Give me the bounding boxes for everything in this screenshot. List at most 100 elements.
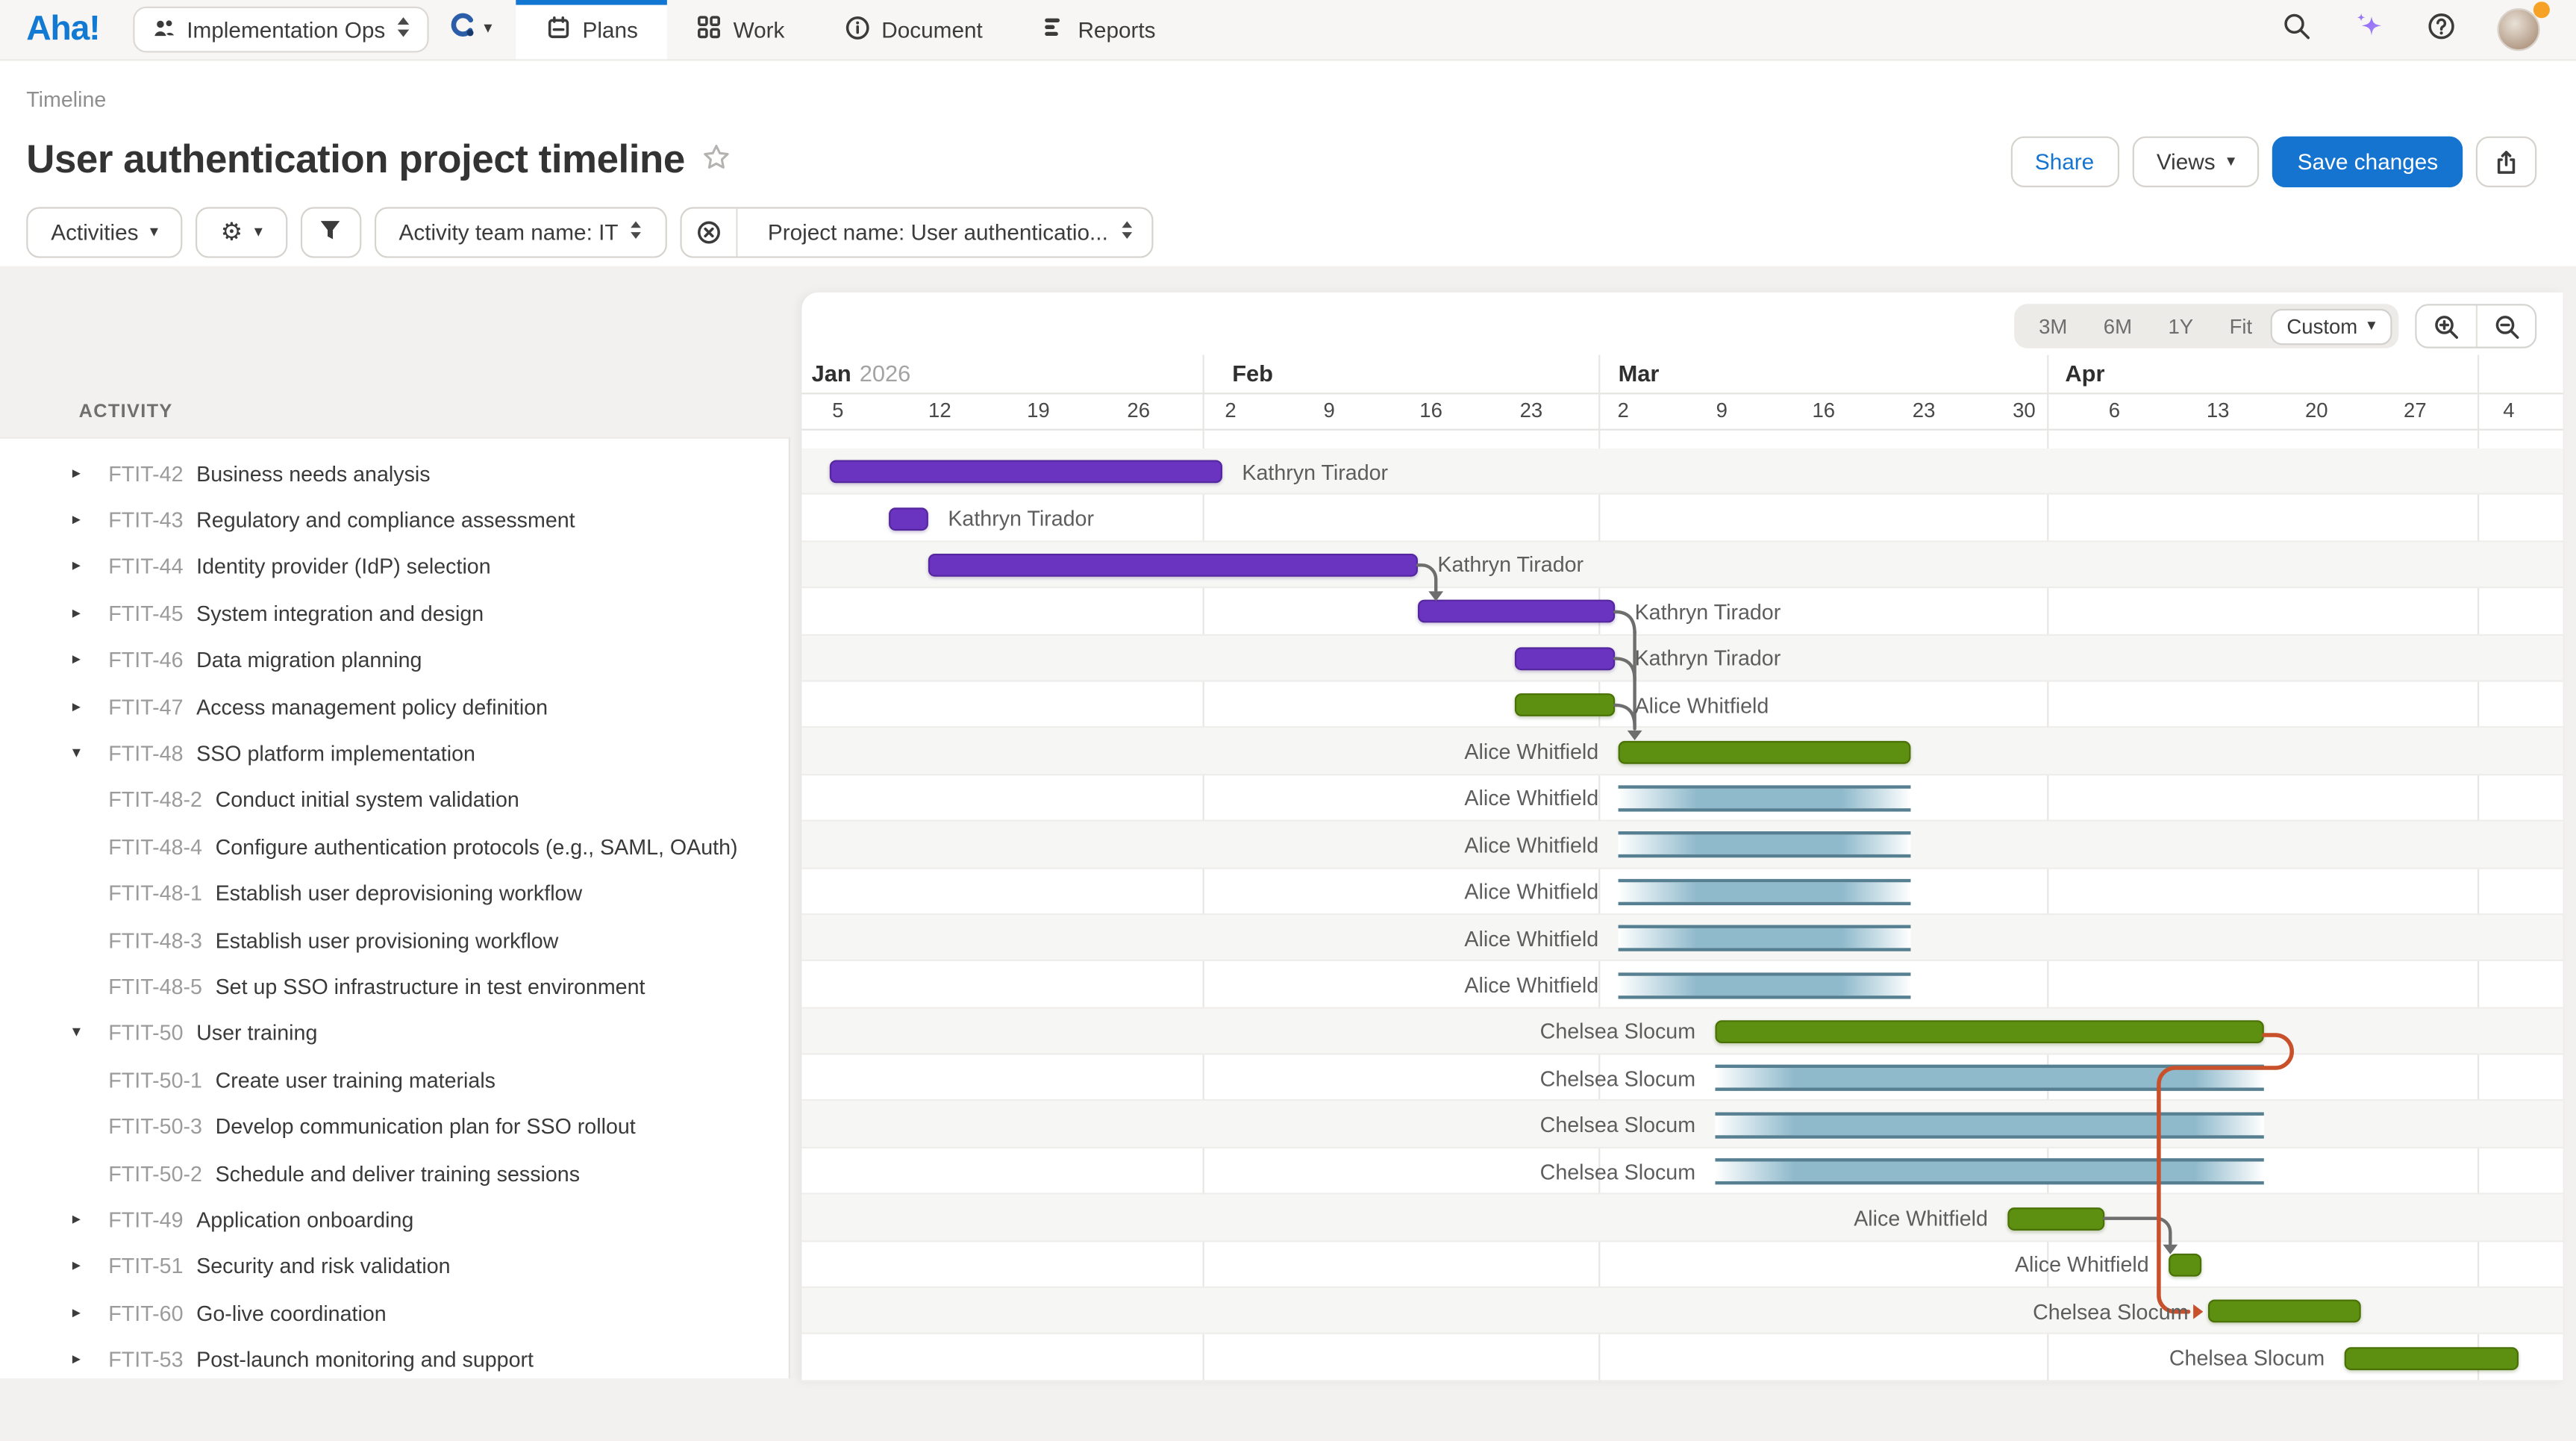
activity-row[interactable]: FTIT-50-3 Develop communication plan for …	[0, 1103, 789, 1150]
gantt-bar[interactable]	[928, 553, 1418, 577]
chevron-down-icon: ▾	[2227, 151, 2236, 170]
chevron-down-icon: ▾	[2367, 316, 2376, 335]
info-circle-icon	[844, 14, 870, 46]
save-changes-button[interactable]: Save changes	[2272, 136, 2463, 187]
gantt-bar[interactable]	[1618, 740, 1911, 763]
caret-expanded-icon[interactable]: ▾	[72, 1024, 81, 1043]
range-preset-group: 3M 6M 1Y Fit Custom ▾	[2014, 304, 2399, 348]
assignee-label: Alice Whitfield	[1464, 739, 1599, 764]
team-filter-chip[interactable]: Activity team name: IT	[374, 207, 668, 258]
gantt-bar[interactable]	[1618, 972, 1911, 998]
caret-collapsed-icon[interactable]: ▸	[72, 1304, 81, 1322]
help-icon[interactable]	[2427, 10, 2457, 49]
zoom-out-button[interactable]	[2475, 305, 2535, 347]
activity-id: FTIT-48-4	[108, 834, 202, 860]
gantt-bar[interactable]	[2344, 1346, 2519, 1370]
activity-row[interactable]: FTIT-50-1 Create user training materials	[0, 1057, 789, 1104]
caret-collapsed-icon[interactable]: ▸	[72, 557, 81, 576]
search-icon[interactable]	[2282, 10, 2312, 49]
activity-id: FTIT-48-2	[108, 787, 202, 813]
filter-button[interactable]	[300, 207, 361, 258]
week-tick-row: 5 12 19 26 2 9 16 23 2 9 16 23 30 6 13 20 27 4	[801, 394, 2563, 431]
gantt-bar[interactable]	[1618, 831, 1911, 859]
activity-row[interactable]: ▸ FTIT-44 Identity provider (IdP) selectio…	[0, 543, 789, 590]
gear-icon: ⚙	[220, 218, 243, 247]
tab-work[interactable]: Work	[668, 0, 815, 59]
activity-row[interactable]: ▸ FTIT-49 Application onboarding	[0, 1196, 789, 1243]
activity-row[interactable]: FTIT-48-1 Establish user deprovisioning w…	[0, 870, 789, 917]
project-filter-value[interactable]: Project name: User authenticatio...	[750, 209, 1153, 257]
zoom-in-button[interactable]	[2417, 305, 2476, 346]
gantt-bar[interactable]	[1618, 785, 1911, 812]
gantt-bar[interactable]	[2007, 1207, 2105, 1231]
range-fit[interactable]: Fit	[2229, 314, 2253, 338]
caret-collapsed-icon[interactable]: ▸	[72, 1210, 81, 1229]
caret-collapsed-icon[interactable]: ▸	[72, 1350, 81, 1369]
month-label: Feb	[1232, 360, 1273, 387]
funnel-icon	[319, 219, 343, 246]
caret-expanded-icon[interactable]: ▾	[72, 744, 81, 763]
tab-document[interactable]: Document	[814, 0, 1012, 59]
user-avatar[interactable]	[2497, 1, 2550, 51]
export-button[interactable]	[2475, 136, 2537, 187]
activities-dropdown[interactable]: Activities ▾	[26, 207, 184, 258]
settings-dropdown[interactable]: ⚙ ▾	[196, 207, 287, 258]
activity-row[interactable]: ▸ FTIT-45 System integration and design	[0, 590, 789, 637]
caret-collapsed-icon[interactable]: ▸	[72, 1257, 81, 1276]
gantt-bar[interactable]	[829, 460, 1222, 484]
org-switcher[interactable]: ▾	[449, 11, 492, 47]
gantt-row-band	[801, 1242, 2563, 1289]
activity-row[interactable]: FTIT-48-5 Set up SSO infrastructure in te…	[0, 963, 789, 1010]
month-label: Jan 2026	[811, 360, 911, 387]
report-bars-icon	[1042, 15, 1066, 45]
activity-row[interactable]: FTIT-50-2 Schedule and deliver training s…	[0, 1150, 789, 1197]
sort-caret-icon	[630, 220, 643, 245]
favorite-star-icon[interactable]	[701, 142, 731, 180]
activity-row[interactable]: ▾ FTIT-48 SSO platform implementation	[0, 730, 789, 777]
workspace-selector[interactable]: Implementation Ops	[132, 6, 430, 53]
chevron-down-icon: ▾	[484, 19, 493, 38]
activity-row[interactable]: ▸ FTIT-46 Data migration planning	[0, 637, 789, 684]
activity-name: System integration and design	[196, 601, 484, 626]
activity-name: Establish user provisioning workflow	[215, 928, 559, 953]
activity-row[interactable]: ▸ FTIT-60 Go-live coordination	[0, 1290, 789, 1337]
activity-row[interactable]: ▸ FTIT-47 Access management policy definit…	[0, 684, 789, 731]
share-button[interactable]: Share	[2010, 136, 2119, 187]
caret-collapsed-icon[interactable]: ▸	[72, 697, 81, 716]
aha-logo[interactable]: Aha!	[26, 10, 100, 48]
assignee-label: Chelsea Slocum	[2169, 1345, 2325, 1371]
activity-row[interactable]: ▸ FTIT-42 Business needs analysis	[0, 450, 789, 497]
activity-row[interactable]: ▸ FTIT-51 Security and risk validation	[0, 1243, 789, 1290]
tab-label: Document	[881, 17, 983, 43]
activity-row[interactable]: ▾ FTIT-50 User training	[0, 1010, 789, 1057]
activity-row[interactable]: FTIT-48-2 Conduct initial system validati…	[0, 777, 789, 824]
activity-row[interactable]: FTIT-48-4 Configure authentication protoc…	[0, 823, 789, 870]
activity-id: FTIT-50	[108, 1021, 184, 1046]
gantt-bar[interactable]	[1417, 600, 1616, 624]
activity-row[interactable]: ▸ FTIT-43 Regulatory and compliance assess…	[0, 497, 789, 544]
activity-name: Identity provider (IdP) selection	[196, 554, 491, 579]
month-label: Mar	[1618, 360, 1660, 387]
caret-collapsed-icon[interactable]: ▸	[72, 651, 81, 669]
gantt-bar[interactable]	[889, 507, 928, 531]
activity-row[interactable]: ▸ FTIT-53 Post-launch monitoring and suppo…	[0, 1337, 789, 1378]
custom-label: Custom	[2286, 314, 2358, 338]
ai-sparkle-icon[interactable]	[2353, 9, 2386, 50]
range-3m[interactable]: 3M	[2039, 314, 2068, 338]
range-1y[interactable]: 1Y	[2168, 314, 2194, 338]
caret-collapsed-icon[interactable]: ▸	[72, 464, 81, 483]
remove-filter-button[interactable]	[682, 208, 739, 257]
activity-row[interactable]: FTIT-48-3 Establish user provisioning wor…	[0, 916, 789, 963]
views-button[interactable]: Views ▾	[2131, 136, 2260, 187]
tab-plans[interactable]: Plans	[515, 0, 668, 60]
activity-name: Post-launch monitoring and support	[196, 1347, 534, 1372]
week-tick-label: 13	[2206, 398, 2230, 422]
gantt-bar[interactable]	[1618, 925, 1911, 952]
range-6m[interactable]: 6M	[2103, 314, 2133, 338]
range-custom[interactable]: Custom ▾	[2270, 307, 2392, 345]
tab-reports[interactable]: Reports	[1012, 0, 1185, 59]
gantt-bar[interactable]	[1618, 878, 1911, 905]
caret-collapsed-icon[interactable]: ▸	[72, 604, 81, 623]
caret-collapsed-icon[interactable]: ▸	[72, 510, 81, 530]
